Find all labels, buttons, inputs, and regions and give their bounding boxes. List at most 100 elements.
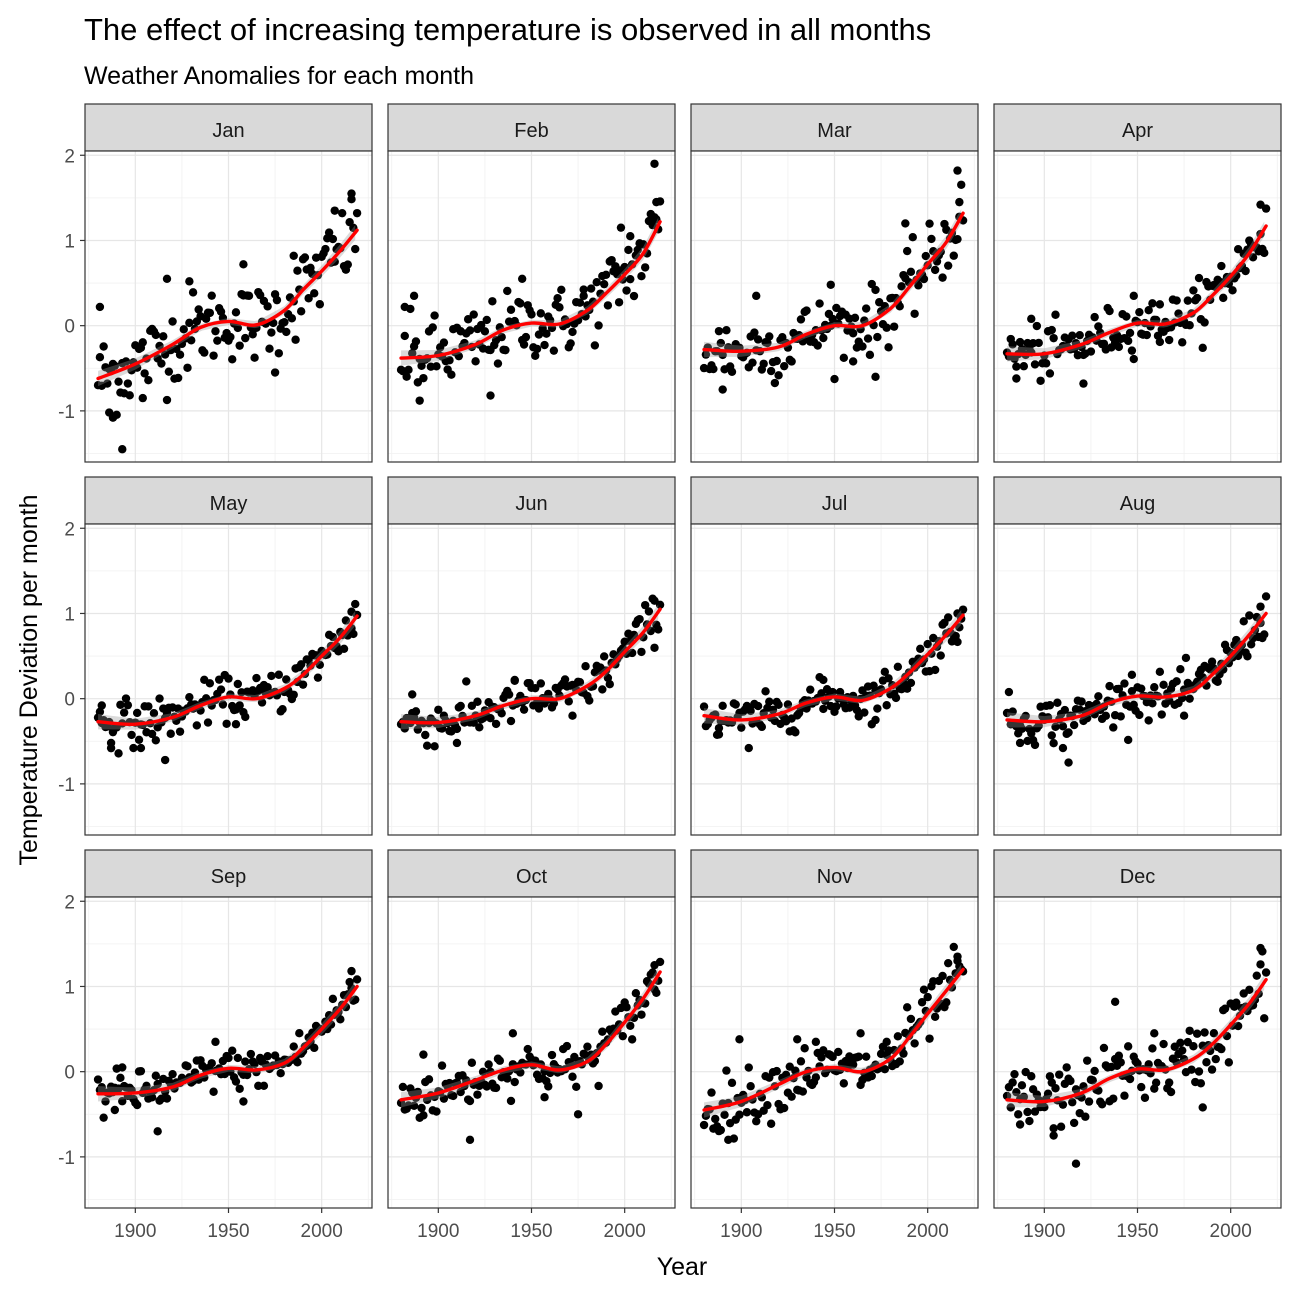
- facet-strip: [993, 476, 1282, 525]
- data-point: [802, 1073, 811, 1082]
- data-point: [834, 1047, 843, 1057]
- data-point: [1034, 338, 1043, 348]
- data-point: [147, 729, 157, 739]
- panel-border: [84, 523, 373, 836]
- data-point: [488, 297, 497, 306]
- data-point: [168, 1069, 177, 1079]
- data-point: [1019, 1092, 1029, 1101]
- data-point: [1185, 321, 1194, 330]
- scatter-points: [396, 957, 665, 1145]
- panel-border: [690, 523, 979, 836]
- data-point: [871, 715, 880, 725]
- data-point: [257, 698, 267, 707]
- data-point: [1019, 362, 1029, 371]
- data-point: [1092, 699, 1101, 709]
- data-point: [235, 701, 244, 710]
- data-point: [99, 1113, 108, 1122]
- data-point: [906, 267, 916, 277]
- data-point: [575, 678, 585, 687]
- data-point: [138, 338, 147, 347]
- data-point: [351, 995, 360, 1004]
- data-point: [1239, 617, 1248, 626]
- data-point: [1094, 692, 1103, 701]
- facet-panel-may: May -1 0 1 2: [58, 476, 373, 836]
- data-point: [419, 1050, 428, 1059]
- facet-strip: [387, 849, 676, 898]
- data-point: [1030, 360, 1040, 369]
- data-point: [622, 286, 631, 295]
- panel-border: [993, 150, 1282, 463]
- data-point: [1123, 735, 1133, 745]
- data-point: [854, 1052, 863, 1061]
- data-point: [557, 285, 566, 294]
- data-point: [235, 341, 244, 350]
- data-point: [241, 1057, 250, 1066]
- data-point: [598, 1027, 607, 1036]
- data-point: [144, 375, 153, 385]
- data-point: [1213, 677, 1222, 686]
- data-point: [1116, 1058, 1125, 1067]
- data-point: [296, 660, 306, 669]
- data-point: [421, 730, 430, 740]
- smooth-ribbon: [98, 610, 356, 730]
- smooth-line: [399, 220, 662, 360]
- data-point: [1036, 376, 1045, 385]
- data-point: [545, 316, 555, 325]
- data-point: [815, 299, 824, 308]
- data-point: [447, 370, 456, 379]
- data-point: [136, 1066, 146, 1076]
- data-point: [811, 1073, 821, 1082]
- data-point: [627, 1035, 637, 1044]
- data-point: [752, 1117, 761, 1126]
- data-point: [147, 1093, 157, 1102]
- data-point: [901, 219, 910, 228]
- smooth-line: [96, 614, 359, 727]
- y-tick-label: 0: [64, 317, 75, 338]
- y-tick-label: 1: [64, 604, 75, 625]
- data-point: [462, 677, 471, 686]
- data-point: [953, 609, 962, 618]
- data-point: [106, 738, 116, 748]
- data-point: [404, 365, 413, 375]
- data-point: [1135, 710, 1144, 720]
- data-point: [1176, 1038, 1185, 1048]
- data-point: [422, 741, 432, 750]
- facet-panel-jun: Jun: [387, 476, 676, 836]
- data-point: [328, 994, 338, 1004]
- data-point: [549, 346, 559, 355]
- data-point: [1114, 1051, 1124, 1060]
- data-point: [149, 709, 159, 718]
- data-point: [1159, 1039, 1168, 1049]
- data-point: [1174, 309, 1183, 318]
- data-point: [839, 353, 849, 363]
- data-point: [791, 728, 800, 737]
- x-tick-label: 1900: [1023, 1221, 1065, 1242]
- facet-label: May: [210, 493, 248, 515]
- data-point: [203, 718, 213, 727]
- data-point: [1166, 1087, 1176, 1097]
- data-point: [465, 326, 475, 335]
- data-point: [927, 234, 936, 244]
- data-point: [439, 1094, 449, 1103]
- data-point: [151, 1071, 161, 1080]
- data-point: [298, 680, 308, 689]
- data-point: [711, 1114, 720, 1124]
- data-point: [330, 206, 339, 215]
- data-point: [517, 274, 527, 284]
- data-point: [830, 374, 839, 384]
- data-point: [1159, 680, 1168, 690]
- data-point: [179, 325, 188, 334]
- data-point: [779, 361, 789, 371]
- data-point: [783, 700, 793, 709]
- data-point: [1049, 739, 1058, 748]
- data-point: [200, 348, 209, 357]
- panel-border: [387, 523, 676, 836]
- data-point: [289, 690, 298, 699]
- facet-label: Oct: [516, 866, 548, 888]
- data-point: [1144, 306, 1153, 315]
- data-point: [746, 706, 755, 716]
- data-point: [205, 679, 215, 688]
- data-point: [1127, 346, 1137, 355]
- data-point: [731, 700, 740, 709]
- data-point: [274, 670, 284, 679]
